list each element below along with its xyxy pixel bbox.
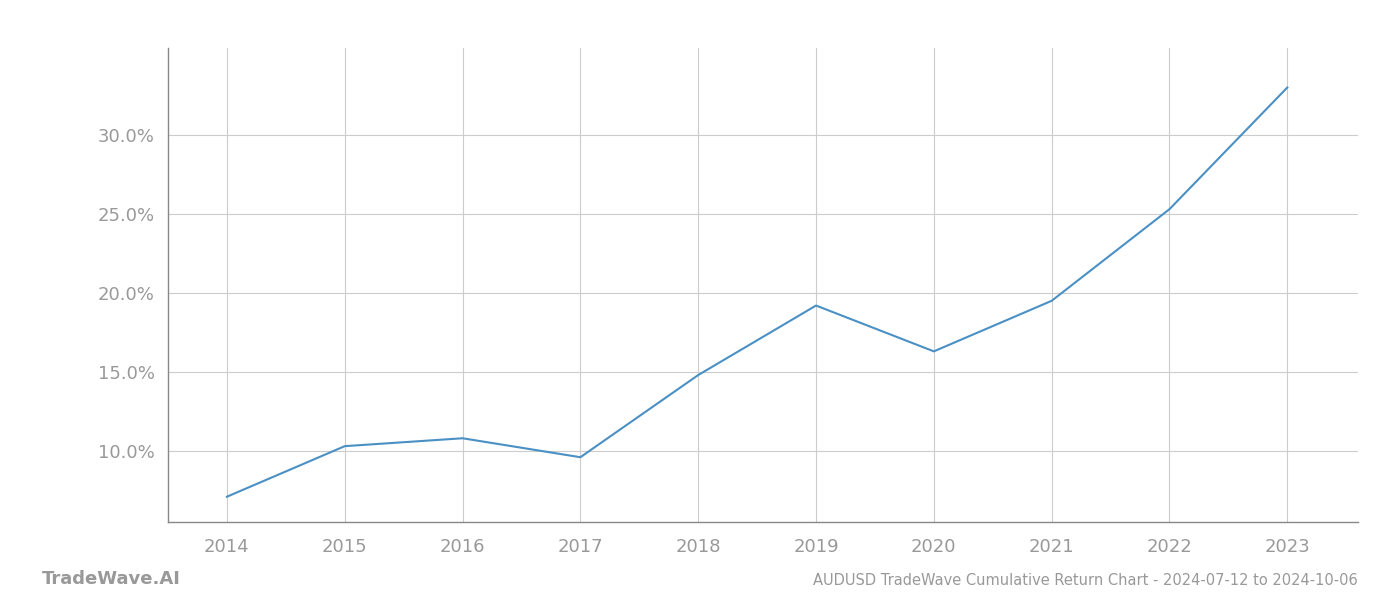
Text: TradeWave.AI: TradeWave.AI xyxy=(42,570,181,588)
Text: AUDUSD TradeWave Cumulative Return Chart - 2024-07-12 to 2024-10-06: AUDUSD TradeWave Cumulative Return Chart… xyxy=(813,573,1358,588)
